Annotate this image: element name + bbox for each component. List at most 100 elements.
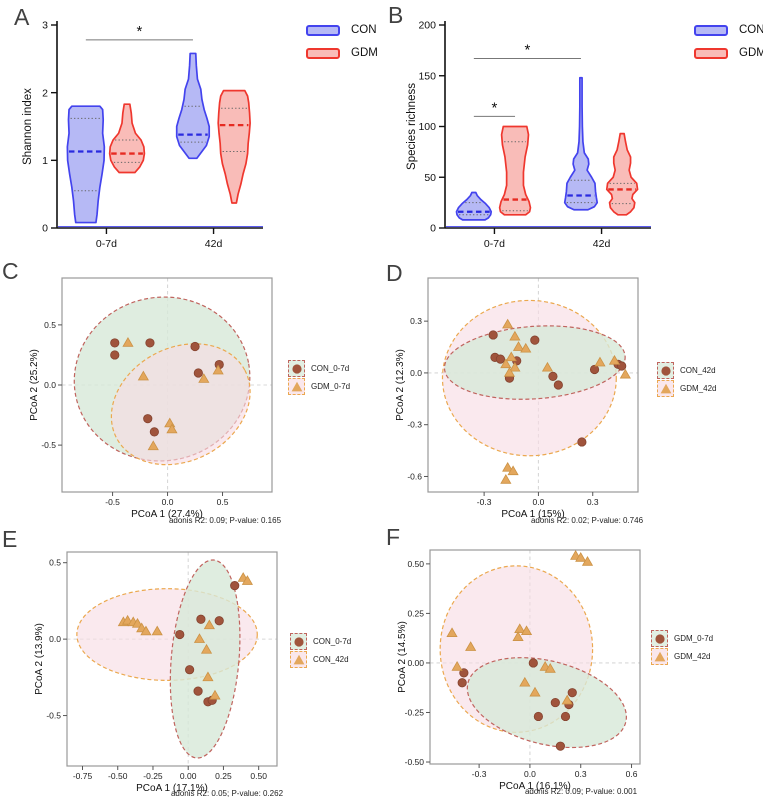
plot-border bbox=[66, 551, 278, 767]
data-point-circle bbox=[230, 581, 240, 591]
legend-swatch bbox=[290, 633, 307, 650]
x-axis-ticks: -0.3 0.0 0.3 0.6 bbox=[472, 764, 638, 779]
svg-text:0.50: 0.50 bbox=[407, 559, 424, 569]
data-point-circle bbox=[175, 629, 185, 640]
triangle-icon bbox=[291, 381, 302, 391]
data-point-triangle bbox=[122, 337, 134, 347]
y-axis-title: PCoA 2 (25.2%) bbox=[29, 349, 40, 421]
svg-text:200: 200 bbox=[418, 20, 436, 32]
data-point-triangle bbox=[500, 358, 512, 369]
x-axis-title: PCoA 1 (17.1%) bbox=[136, 783, 208, 794]
data-point-triangle bbox=[529, 686, 541, 697]
data-point-circle bbox=[560, 711, 571, 722]
significance-bar: * bbox=[85, 23, 193, 41]
violin-GDM_42d bbox=[217, 89, 251, 204]
violin-GDM_42d bbox=[605, 132, 639, 216]
legend-swatch bbox=[657, 380, 674, 397]
legend-item-CON: CON bbox=[306, 24, 378, 36]
data-point-circle bbox=[214, 616, 224, 626]
svg-text:0.0: 0.0 bbox=[49, 634, 61, 644]
legend-label: CON bbox=[739, 24, 763, 36]
svg-text:0.3: 0.3 bbox=[575, 769, 587, 779]
circle-icon bbox=[293, 636, 304, 647]
data-point-circle bbox=[193, 686, 203, 696]
data-point-triangle bbox=[575, 552, 587, 562]
panel-d-adonis-caption: adonis R2: 0.02; P-value: 0.746 bbox=[530, 516, 644, 525]
data-point-triangle bbox=[131, 617, 144, 628]
x-axis-title: PCoA 1 (27.4%) bbox=[131, 509, 203, 520]
svg-text:0: 0 bbox=[430, 223, 436, 235]
svg-text:0.3: 0.3 bbox=[410, 316, 422, 326]
group-ellipse-CON_0-7d bbox=[169, 559, 241, 759]
svg-text:100: 100 bbox=[418, 121, 436, 133]
pcoa-chart-con-0-7d-42d: -0.75 -0.50 -0.25 0.00 0.25 0.50 -0.5 0.0 0.5 PCo… bbox=[34, 551, 278, 794]
circle-icon bbox=[660, 365, 671, 376]
data-point-triangle bbox=[209, 689, 221, 700]
x-axis-ticks: -0.3 0.0 0.3 bbox=[477, 492, 599, 507]
svg-text:3: 3 bbox=[42, 20, 48, 32]
legend-item-CON_0-7d: CON_0-7d bbox=[288, 360, 350, 377]
data-point-triangle bbox=[151, 625, 163, 636]
y-axis-ticks: -0.5 0.0 0.5 bbox=[41, 320, 62, 450]
data-point-triangle bbox=[520, 625, 533, 636]
svg-text:-0.5: -0.5 bbox=[41, 440, 56, 450]
y-axis-ticks: -0.6 -0.3 0.0 0.3 bbox=[407, 316, 428, 481]
svg-text:0-7d: 0-7d bbox=[484, 238, 505, 250]
svg-text:-0.5: -0.5 bbox=[105, 497, 120, 507]
legend-item-GDM_0-7d: GDM_0-7d bbox=[288, 378, 350, 395]
data-point-circle bbox=[553, 380, 563, 390]
data-point-triangle bbox=[541, 361, 554, 372]
data-point-triangle bbox=[198, 373, 210, 383]
x-axis-ticks: -0.75 -0.50 -0.25 0.00 0.25 0.50 bbox=[73, 766, 267, 781]
legend-item-GDM: GDM bbox=[694, 47, 763, 59]
data-point-triangle bbox=[147, 440, 159, 451]
svg-text:0.0: 0.0 bbox=[533, 497, 545, 507]
svg-text:0-7d: 0-7d bbox=[96, 238, 117, 250]
data-point-triangle bbox=[500, 474, 512, 484]
data-point-triangle bbox=[544, 662, 556, 673]
data-point-triangle bbox=[594, 356, 606, 367]
data-point-circle bbox=[193, 368, 203, 378]
legend-label: GDM bbox=[739, 47, 763, 59]
legend-label: CON_42d bbox=[313, 655, 349, 664]
group-ellipse-CON_42d bbox=[443, 325, 626, 400]
data-point-circle bbox=[530, 335, 540, 345]
data-point-triangle bbox=[446, 627, 458, 638]
data-point-triangle bbox=[193, 633, 206, 643]
pcoa-chart-con-gdm-0-7d: -0.5 0.0 0.5 -0.5 0.0 0.5 PCoA 1 (27.4%) PCoA 2… bbox=[29, 277, 273, 520]
svg-text:-0.5: -0.5 bbox=[46, 711, 61, 721]
data-point-triangle bbox=[512, 631, 524, 641]
data-point-triangle bbox=[561, 694, 573, 705]
data-point-circle bbox=[533, 711, 543, 722]
panel-d-letter: D bbox=[386, 260, 403, 286]
data-point-triangle bbox=[507, 465, 519, 476]
y-axis-ticks: -0.50 -0.25 0.00 0.25 0.50 bbox=[405, 559, 430, 767]
legend-swatch bbox=[288, 360, 305, 377]
legend-item-CON_42d: CON_42d bbox=[290, 651, 351, 668]
legend-swatch bbox=[290, 651, 307, 668]
circle-icon bbox=[291, 363, 302, 374]
violin-GDM_0-7d bbox=[108, 103, 146, 174]
panel-b-legend: CON GDM bbox=[694, 24, 763, 59]
data-point-triangle bbox=[140, 625, 152, 636]
svg-text:0.0: 0.0 bbox=[44, 380, 56, 390]
data-point-triangle bbox=[581, 555, 594, 566]
legend-swatch bbox=[694, 47, 728, 59]
svg-text:*: * bbox=[492, 99, 498, 116]
x-axis-title: PCoA 1 (16.1%) bbox=[499, 781, 571, 792]
data-point-triangle bbox=[451, 661, 463, 671]
legend-item-CON_42d: CON_42d bbox=[657, 362, 716, 379]
svg-text:-0.75: -0.75 bbox=[73, 771, 93, 781]
shannon-index-violin-chart: 0 1 2 3 Shannon index 0-7d 42d * bbox=[22, 20, 263, 250]
svg-text:-0.3: -0.3 bbox=[472, 769, 487, 779]
svg-text:0.5: 0.5 bbox=[44, 320, 56, 330]
panel-c-legend: CON_0-7d GDM_0-7d bbox=[288, 360, 350, 396]
data-point-triangle bbox=[509, 361, 521, 372]
legend-swatch bbox=[306, 24, 340, 36]
data-point-triangle bbox=[503, 367, 516, 377]
svg-text:*: * bbox=[136, 23, 142, 40]
legend-item-GDM_0-7d: GDM_0-7d bbox=[651, 630, 713, 647]
data-point-triangle bbox=[514, 623, 526, 634]
plot-border bbox=[429, 549, 641, 765]
